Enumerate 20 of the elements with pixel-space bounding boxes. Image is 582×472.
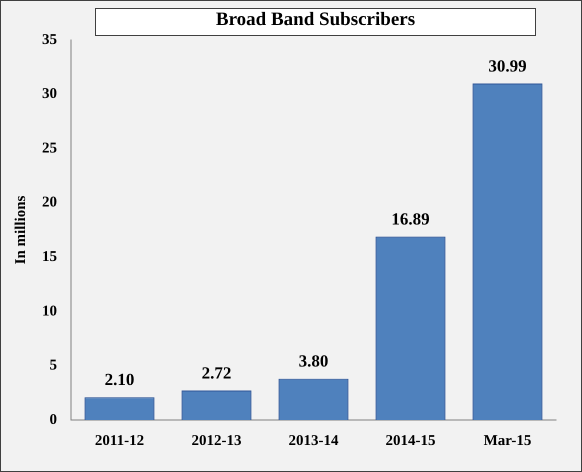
y-tick-label: 20	[42, 194, 57, 211]
data-label: 16.89	[391, 210, 430, 229]
x-tick-label: 2013-14	[288, 432, 339, 449]
y-tick-label: 5	[50, 358, 57, 374]
data-label: 2.10	[104, 370, 134, 390]
data-label: 2.72	[202, 363, 232, 382]
chart-title: Broad Band Subscribers	[95, 8, 536, 36]
data-label: 3.80	[298, 352, 328, 371]
x-tick-label: 2014-15	[386, 432, 436, 449]
y-axis-title: In millions	[12, 195, 29, 264]
y-tick-label: 15	[42, 249, 57, 266]
x-tick-label: 2011-12	[94, 432, 144, 449]
y-tick-label: 30	[42, 86, 57, 102]
y-tick-label: 25	[42, 140, 57, 156]
data-label: 30.99	[488, 56, 527, 76]
x-tick-label: Mar-15	[484, 432, 532, 449]
y-tick-label: 10	[42, 303, 57, 320]
x-tick-label: 2012-13	[192, 432, 242, 449]
y-tick-label: 0	[50, 412, 57, 428]
y-tick-label: 35	[42, 32, 57, 48]
